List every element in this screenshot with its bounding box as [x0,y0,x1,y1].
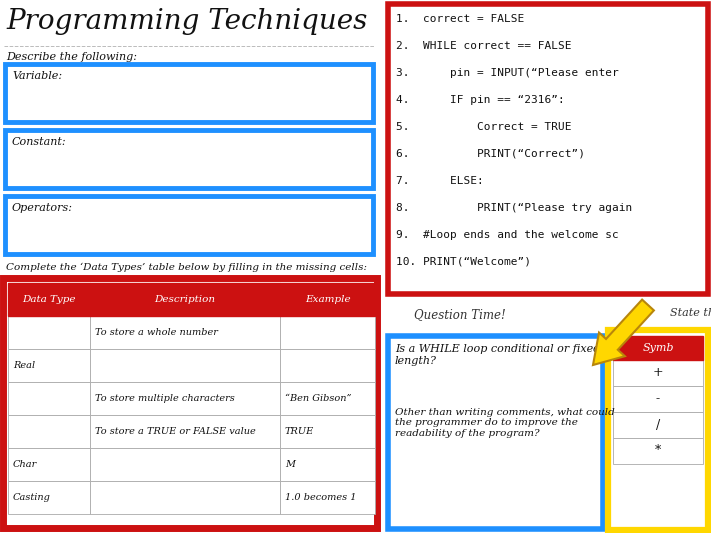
Text: Real: Real [13,361,35,370]
Bar [608,330,708,530]
Text: Question Time!: Question Time! [414,308,506,321]
Bar [90,481,280,514]
Bar [388,336,603,529]
Text: Description: Description [154,295,215,304]
Text: “Ben Gibson”: “Ben Gibson” [285,394,351,403]
Text: Variable:: Variable: [12,71,62,81]
Text: Operators:: Operators: [12,203,73,213]
Bar [5,196,373,254]
Bar [90,283,280,316]
Bar [613,336,703,360]
Text: /: / [656,418,660,432]
Text: 9.  #Loop ends and the welcome sc: 9. #Loop ends and the welcome sc [396,230,619,240]
Bar [90,349,280,382]
Text: Char: Char [13,460,37,469]
Bar [613,438,703,464]
Text: M: M [285,460,295,469]
Bar [8,481,90,514]
Bar [5,64,373,122]
Bar [613,386,703,412]
Text: 3.      pin = INPUT(“Please enter: 3. pin = INPUT(“Please enter [396,68,619,78]
Text: Symb: Symb [642,343,674,353]
FancyArrow shape [593,300,654,365]
Bar [280,481,375,514]
Text: Describe the following:: Describe the following: [6,52,137,62]
Text: Programming Techniques: Programming Techniques [6,8,368,35]
Bar [90,448,280,481]
Text: 10. PRINT(“Welcome”): 10. PRINT(“Welcome”) [396,257,531,267]
Text: Casting: Casting [13,493,51,502]
Text: 2.  WHILE correct == FALSE: 2. WHILE correct == FALSE [396,41,572,51]
Text: Example: Example [305,295,351,304]
Text: -: - [656,392,660,406]
Text: 6.          PRINT(“Correct”): 6. PRINT(“Correct”) [396,149,585,159]
Text: Is a WHILE loop conditional or fixed
length?: Is a WHILE loop conditional or fixed len… [395,344,600,366]
Bar [613,412,703,438]
Text: To store a whole number: To store a whole number [95,328,218,337]
Bar [613,360,703,386]
Bar [280,316,375,349]
Bar [8,283,90,316]
Bar [90,382,280,415]
Bar [90,316,280,349]
Bar [280,349,375,382]
Text: Other than writing comments, what could
the programmer do to improve the
readabi: Other than writing comments, what could … [395,408,615,438]
Text: 7.      ELSE:: 7. ELSE: [396,176,483,186]
Text: To store a TRUE or FALSE value: To store a TRUE or FALSE value [95,427,256,436]
Text: Data Type: Data Type [22,295,76,304]
Bar [388,4,708,294]
Text: 8.          PRINT(“Please try again: 8. PRINT(“Please try again [396,203,632,213]
Bar [8,349,90,382]
Bar [8,382,90,415]
Text: 1.0 becomes 1: 1.0 becomes 1 [285,493,356,502]
Bar [8,316,90,349]
Text: *: * [655,445,661,457]
Text: 4.      IF pin == “2316”:: 4. IF pin == “2316”: [396,95,565,105]
Bar [280,283,375,316]
Text: Complete the ‘Data Types’ table below by filling in the missing cells:: Complete the ‘Data Types’ table below by… [6,263,367,272]
Text: 1.  correct = FALSE: 1. correct = FALSE [396,14,524,24]
Bar [8,415,90,448]
Text: Constant:: Constant: [12,137,67,147]
Text: To store multiple characters: To store multiple characters [95,394,235,403]
Bar [280,382,375,415]
Bar [280,415,375,448]
Text: 5.          Correct = TRUE: 5. Correct = TRUE [396,122,572,132]
Text: State the p: State the p [670,308,711,318]
Text: +: + [653,367,663,379]
Bar [90,415,280,448]
Bar [3,278,377,528]
Bar [280,448,375,481]
Bar [5,130,373,188]
Text: TRUE: TRUE [285,427,314,436]
Bar [8,448,90,481]
